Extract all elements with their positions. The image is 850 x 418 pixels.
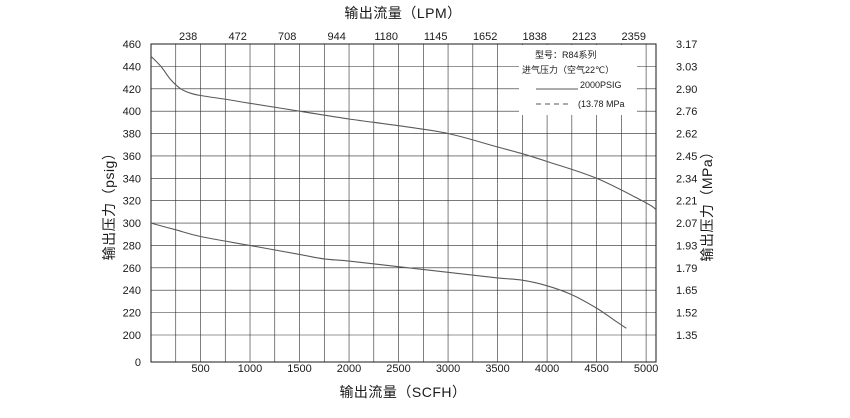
y-tick-label: 440 [123, 61, 141, 73]
right-tick-label: 1.65 [676, 285, 697, 297]
legend-entry-dashed: (13.78 MPa [578, 99, 625, 109]
x-tick-label: 5000 [634, 363, 658, 375]
right-axis-ticks: 3.17 3.03 2.90 2.76 2.62 2.45 2.34 2.21 2.07 1.93… [676, 39, 697, 342]
legend-model: 型号：R84系列 [535, 49, 597, 60]
y-tick-label: 360 [123, 151, 141, 163]
y-tick-label: 260 [123, 263, 141, 275]
x-tick-label: 1000 [238, 363, 262, 375]
top-tick-label: 708 [278, 31, 296, 43]
right-tick-label: 2.07 [676, 218, 697, 230]
right-tick-label: 1.93 [676, 240, 697, 252]
top-tick-label: 2123 [572, 31, 596, 43]
legend-entry-solid: 2000PSIG [580, 80, 622, 90]
right-tick-label: 2.45 [676, 151, 697, 163]
y-axis-ticks: 0 200 220 240 260 280 300 320 340 360 380 400 420 440… [123, 39, 141, 369]
top-tick-label: 238 [179, 31, 197, 43]
right-tick-label: 2.90 [676, 84, 697, 96]
top-tick-label: 2359 [621, 31, 645, 43]
plot-frame [150, 43, 657, 363]
legend-inlet-pressure: 进气压力（空气22℃） [522, 64, 614, 75]
right-tick-label: 1.35 [676, 330, 697, 342]
x-tick-label: 500 [191, 363, 209, 375]
y-tick-label: 280 [123, 240, 141, 252]
y-axis-title: 输出压力（psig） [101, 146, 117, 261]
top-tick-label: 472 [228, 31, 246, 43]
y-tick-label: 300 [123, 218, 141, 230]
series-line-2 [150, 222, 627, 329]
right-tick-label: 2.76 [676, 106, 697, 118]
x-axis-ticks: 500 1000 1500 2000 2500 3000 3500 4000 4500 5000 [191, 363, 658, 375]
legend: 型号：R84系列 进气压力（空气22℃） 2000PSIG (13.78 MPa [519, 45, 637, 115]
y-tick-label: 0 [135, 357, 141, 369]
top-tick-label: 1145 [424, 31, 448, 43]
top-tick-label: 944 [327, 31, 345, 43]
top-tick-label: 1838 [522, 31, 546, 43]
x-tick-label: 4000 [535, 363, 559, 375]
y-tick-label: 240 [123, 285, 141, 297]
y-tick-label: 320 [123, 196, 141, 208]
top-tick-label: 1180 [374, 31, 398, 43]
y-tick-label: 460 [123, 39, 141, 51]
x-tick-label: 3000 [436, 363, 460, 375]
top-tick-label: 1652 [473, 31, 497, 43]
right-tick-label: 1.52 [676, 308, 697, 320]
x-tick-label: 3500 [485, 363, 509, 375]
right-tick-label: 2.21 [676, 196, 697, 208]
right-tick-label: 2.34 [676, 173, 697, 185]
y-tick-label: 420 [123, 84, 141, 96]
legend-box [519, 45, 637, 115]
top-axis-title: 输出流量（LPM） [344, 5, 461, 21]
y-tick-label: 200 [123, 330, 141, 342]
right-tick-label: 3.17 [676, 39, 697, 51]
x-axis-title: 输出流量（SCFH） [339, 384, 466, 400]
y-tick-label: 220 [123, 308, 141, 320]
right-tick-label: 2.62 [676, 129, 697, 141]
y-tick-label: 400 [123, 106, 141, 118]
x-tick-label: 2000 [337, 363, 361, 375]
y-tick-label: 380 [123, 129, 141, 141]
right-tick-label: 3.03 [676, 61, 697, 73]
series-group [150, 55, 657, 329]
y-tick-label: 340 [123, 173, 141, 185]
series-line-1 [150, 55, 657, 211]
x-tick-label: 1500 [287, 363, 311, 375]
x-tick-label: 2500 [386, 363, 410, 375]
right-axis-title: 输出压力（MPa） [699, 144, 715, 261]
x-tick-label: 4500 [584, 363, 608, 375]
top-axis-ticks: 238 472 708 944 1180 1145 1652 1838 2123 2359 [179, 31, 646, 43]
grid [151, 44, 656, 362]
right-tick-label: 1.79 [676, 263, 697, 275]
